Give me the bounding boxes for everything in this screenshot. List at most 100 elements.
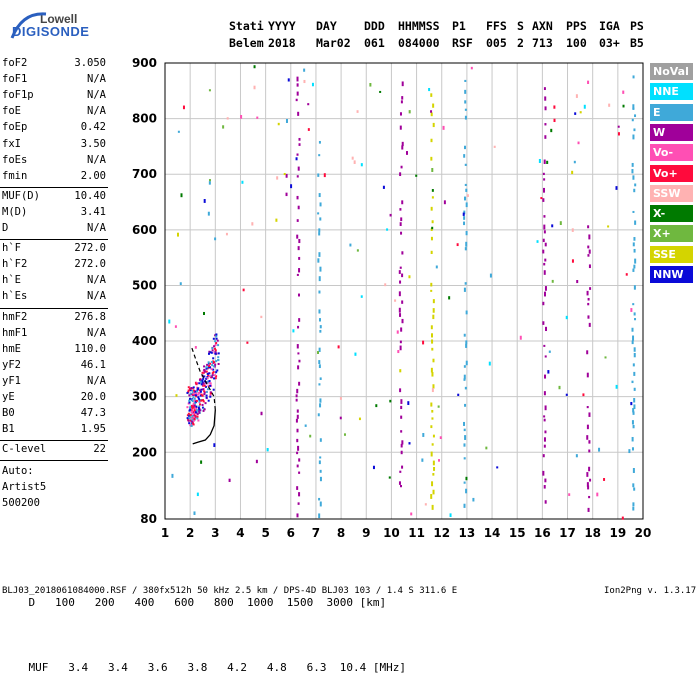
echo-point [319, 501, 322, 507]
trace-point [213, 365, 216, 368]
trace-point [192, 410, 195, 413]
echo-point [464, 183, 467, 187]
noise-point [568, 493, 571, 496]
parameter-row: h`F 272.0 [2, 242, 106, 256]
noise-point [621, 516, 624, 520]
echo-point [298, 268, 301, 273]
trace-point [195, 409, 198, 412]
echo-point [432, 358, 435, 363]
echo-point [543, 262, 546, 266]
echo-point [431, 347, 434, 351]
trace-point [203, 390, 206, 393]
echo-point [544, 286, 547, 291]
noise-point [553, 118, 556, 123]
echo-point [431, 372, 434, 377]
echo-point [542, 470, 545, 476]
trace-point [196, 393, 199, 396]
legend-item: Vo+ [650, 164, 693, 182]
separator [0, 186, 108, 188]
echo-point [399, 313, 402, 317]
parameter-row: yF2 46.1 [2, 359, 106, 373]
trace-point [209, 395, 212, 398]
echo-point [318, 360, 321, 365]
legend-item: X- [650, 205, 693, 223]
trace-point [189, 392, 192, 395]
echo-point [296, 409, 299, 413]
noise-point [622, 104, 625, 108]
trace-point [192, 396, 195, 399]
echo-point [464, 386, 467, 390]
echo-point [632, 424, 635, 429]
echo-point [463, 154, 466, 158]
separator [0, 460, 108, 462]
echo-point [586, 472, 589, 477]
echo-point [431, 504, 434, 510]
noise-point [339, 396, 342, 400]
echo-point [465, 230, 468, 236]
noise-point [180, 193, 183, 198]
noise-point [287, 78, 290, 82]
trace-point [208, 381, 211, 384]
parameter-name: foF2 [2, 57, 28, 69]
parameter-name: foEs [2, 153, 28, 166]
trace-point [197, 396, 200, 399]
trace-point [205, 366, 208, 369]
parameter-value: N/A [87, 222, 106, 234]
version-label: Ion2Png v. 1.3.17 [604, 586, 697, 596]
trace-point [199, 380, 202, 383]
echo-point [296, 486, 299, 490]
echo-point [432, 473, 435, 476]
parameter-row: foEs N/A [2, 154, 106, 168]
trace-point [198, 399, 201, 402]
echo-point [432, 460, 435, 466]
echo-point [298, 492, 301, 497]
autoscaling-line: Artist5 [2, 481, 47, 494]
noise-point [260, 411, 263, 416]
noise-point [372, 465, 375, 470]
trace-point [211, 374, 214, 377]
echo-point [542, 187, 545, 193]
noise-point [407, 401, 410, 405]
echo-point [297, 325, 300, 329]
parameter-value: 110.0 [74, 342, 106, 355]
echo-point [298, 381, 301, 386]
y-tick-label: 600 [132, 223, 157, 237]
trace-point [200, 399, 203, 402]
trace-point [212, 368, 215, 371]
trace-point [207, 381, 210, 384]
echo-point [401, 200, 404, 205]
noise-point [179, 282, 182, 286]
header-value: 2018 [268, 36, 296, 50]
echo-point [295, 398, 298, 402]
echo-point [633, 237, 636, 241]
noise-point [196, 492, 199, 497]
distance-muf-table: D 100 200 400 600 800 1000 1500 3000 [km… [2, 557, 407, 700]
x-tick-label: 1 [161, 526, 169, 540]
trace-point [206, 363, 209, 366]
header-value: RSF [452, 36, 473, 50]
noise-point [538, 158, 541, 163]
echo-point [318, 364, 321, 369]
echo-point [463, 503, 466, 508]
trace-point [214, 352, 217, 355]
noise-point [630, 308, 633, 312]
echo-point [296, 76, 299, 82]
file-info: BLJ03_2018061084000.RSF / 380fx512h 50 k… [2, 586, 458, 596]
trace-point [194, 416, 197, 419]
noise-point [226, 117, 229, 120]
echo-point [297, 445, 300, 451]
y-tick-label: 300 [132, 390, 157, 404]
trace-point [195, 405, 198, 408]
trace-point [215, 342, 218, 345]
trace-point [202, 409, 205, 412]
echo-point [318, 513, 321, 519]
echo-point [399, 388, 402, 393]
parameter-name: h`F [2, 242, 21, 255]
trace-point [201, 379, 204, 382]
legend-item: Vo- [650, 144, 693, 162]
echo-point [296, 91, 299, 96]
echo-point [543, 159, 546, 164]
echo-point [544, 242, 547, 247]
echo-point [465, 241, 468, 247]
header-value: Mar02 [316, 36, 351, 50]
